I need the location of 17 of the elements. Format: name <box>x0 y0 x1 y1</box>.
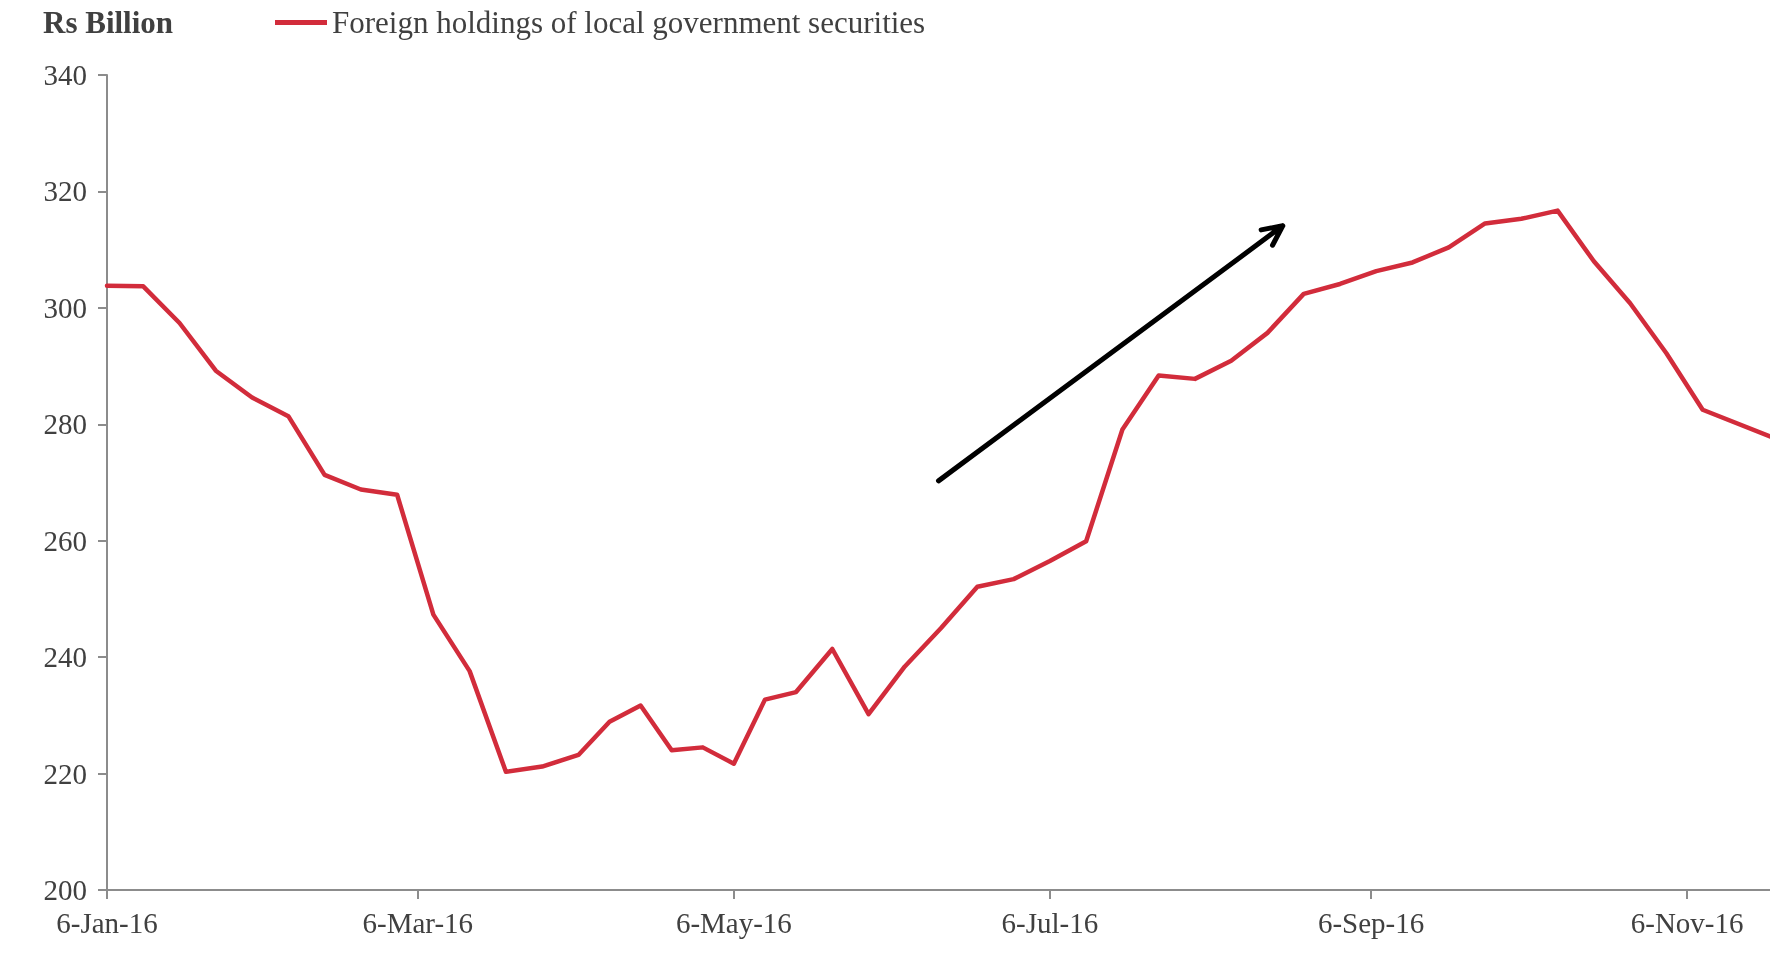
line-series <box>104 208 1770 775</box>
x-tick-label: 6-Jul-16 <box>1001 906 1099 939</box>
y-tick-label: 280 <box>43 408 87 441</box>
x-tick-label: 6-Jan-16 <box>56 906 158 939</box>
y-tick-label: 200 <box>43 874 87 906</box>
y-tick-label: 340 <box>43 59 87 91</box>
x-tick-label: 6-Sep-16 <box>1317 906 1425 939</box>
x-tick-label: 6-Nov-16 <box>1630 906 1744 939</box>
y-axis-title: Rs Billion <box>43 5 174 40</box>
legend-label: Foreign holdings of local government securities <box>332 5 926 40</box>
x-tick-label: 6-Mar-16 <box>362 906 474 939</box>
x-tick-label: 6-May-16 <box>675 906 792 939</box>
y-tick-label: 260 <box>43 524 87 557</box>
y-tick-label: 300 <box>43 291 87 324</box>
y-tick-label: 320 <box>43 175 87 208</box>
y-tick-label: 240 <box>43 641 87 674</box>
y-tick-label: 220 <box>43 757 87 790</box>
